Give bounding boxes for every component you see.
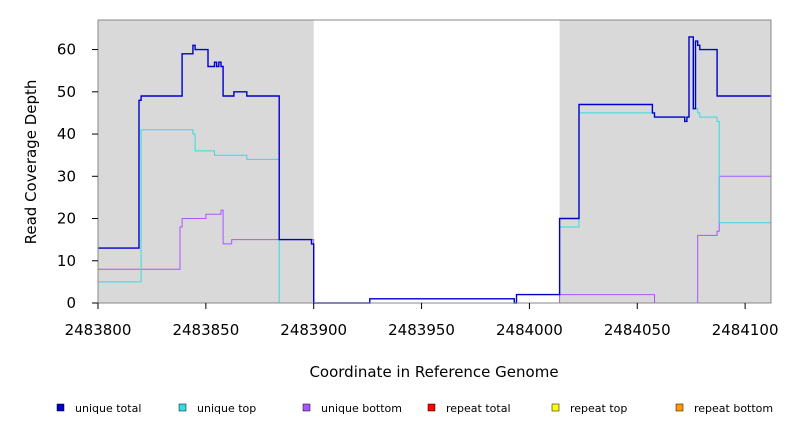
y-tick-label: 60 bbox=[57, 41, 76, 59]
x-tick-label: 2483900 bbox=[280, 321, 347, 339]
y-tick-label: 40 bbox=[57, 125, 76, 143]
legend-swatch-unique-bottom bbox=[302, 403, 311, 412]
plot-frame bbox=[97, 19, 772, 304]
x-axis: 2483800 2483850 2483900 2483950 2484000 24840… bbox=[65, 303, 779, 339]
legend-label-unique-total: unique total bbox=[75, 402, 141, 415]
legend-swatch-repeat-top bbox=[551, 403, 560, 412]
shaded-region-1 bbox=[98, 20, 314, 303]
legend-swatch-unique-total bbox=[56, 403, 65, 412]
legend-label-repeat-top: repeat top bbox=[570, 402, 627, 415]
y-axis: 0 10 20 30 40 50 60 bbox=[57, 41, 98, 312]
x-axis-title: Coordinate in Reference Genome bbox=[309, 363, 558, 381]
y-tick-label: 50 bbox=[57, 83, 76, 101]
legend-swatch-unique-top bbox=[178, 403, 187, 412]
y-axis-title: Read Coverage Depth bbox=[22, 80, 40, 245]
y-tick-label: 30 bbox=[57, 167, 76, 185]
legend: unique total unique top unique bottom repea… bbox=[56, 402, 773, 415]
shaded-regions bbox=[98, 20, 771, 303]
legend-label-repeat-total: repeat total bbox=[446, 402, 511, 415]
legend-swatch-repeat-bottom bbox=[675, 403, 684, 412]
x-tick-label: 2483950 bbox=[388, 321, 455, 339]
legend-label-unique-top: unique top bbox=[197, 402, 256, 415]
y-tick-label: 20 bbox=[57, 210, 76, 228]
x-tick-label: 2483800 bbox=[65, 321, 132, 339]
x-tick-label: 2484000 bbox=[496, 321, 563, 339]
y-tick-label: 0 bbox=[66, 294, 76, 312]
x-tick-label: 2483850 bbox=[172, 321, 239, 339]
x-tick-label: 2484050 bbox=[604, 321, 671, 339]
legend-label-repeat-bottom: repeat bottom bbox=[694, 402, 773, 415]
legend-swatch-repeat-total bbox=[427, 403, 436, 412]
shaded-region-2 bbox=[559, 20, 771, 303]
x-tick-label: 2484100 bbox=[712, 321, 779, 339]
y-tick-label: 10 bbox=[57, 252, 76, 270]
legend-label-unique-bottom: unique bottom bbox=[321, 402, 402, 415]
